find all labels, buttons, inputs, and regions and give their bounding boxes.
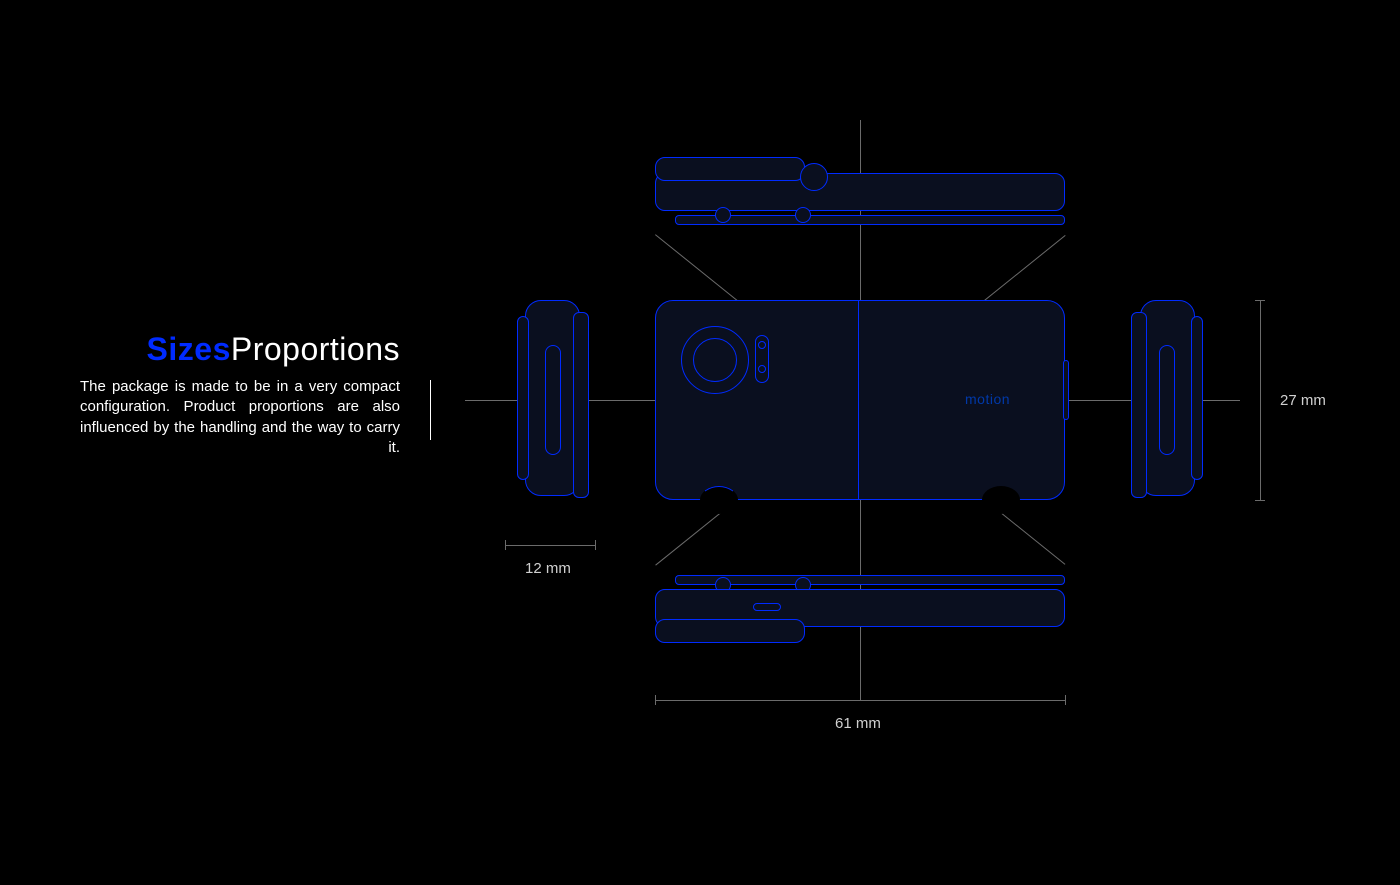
dim-width-tick-r	[1065, 695, 1066, 705]
front-view-side-button	[1063, 360, 1069, 420]
left-view-ridge	[517, 316, 529, 480]
heading: SizesProportions	[80, 332, 400, 367]
body-copy: The package is made to be in a very comp…	[80, 377, 400, 458]
dim-depth-label: 12 mm	[525, 560, 571, 577]
front-view-notch-br	[982, 486, 1020, 514]
left-view-slot	[545, 345, 561, 455]
dim-width-bar	[655, 700, 1065, 701]
right-view-base	[1131, 312, 1147, 498]
dim-height-bar	[1260, 300, 1261, 500]
top-view-lens-hump	[655, 157, 805, 181]
heading-word2: Proportions	[231, 331, 400, 367]
dim-height-tick-t	[1255, 300, 1265, 301]
bottom-view-rail	[675, 575, 1065, 585]
front-view-notch-bl-outline	[700, 486, 738, 514]
dim-depth-bar	[505, 545, 595, 546]
stage: SizesProportions The package is made to …	[0, 0, 1400, 885]
dim-height-label: 27 mm	[1280, 392, 1326, 409]
right-view-ridge	[1191, 316, 1203, 480]
dim-depth-tick-r	[595, 540, 596, 550]
bottom-view-lens-hump	[655, 619, 805, 643]
left-view-base	[573, 312, 589, 498]
heading-word1: Sizes	[147, 331, 231, 367]
dim-width-tick-l	[655, 695, 656, 705]
text-block: SizesProportions The package is made to …	[80, 332, 400, 458]
top-view-rail	[675, 215, 1065, 225]
bottom-view-port	[753, 603, 781, 611]
brand-text: motion	[965, 391, 1010, 407]
dim-depth-tick-l	[505, 540, 506, 550]
right-view-slot	[1159, 345, 1175, 455]
lens-inner	[693, 338, 737, 382]
top-view-button	[800, 163, 828, 191]
flash-dot-1	[758, 341, 766, 349]
text-divider	[430, 380, 431, 440]
dim-width-label: 61 mm	[835, 715, 881, 732]
top-view-foot-1	[715, 207, 731, 223]
dim-height-tick-b	[1255, 500, 1265, 501]
top-view-foot-2	[795, 207, 811, 223]
flash-dot-2	[758, 365, 766, 373]
front-view-split	[858, 300, 859, 500]
